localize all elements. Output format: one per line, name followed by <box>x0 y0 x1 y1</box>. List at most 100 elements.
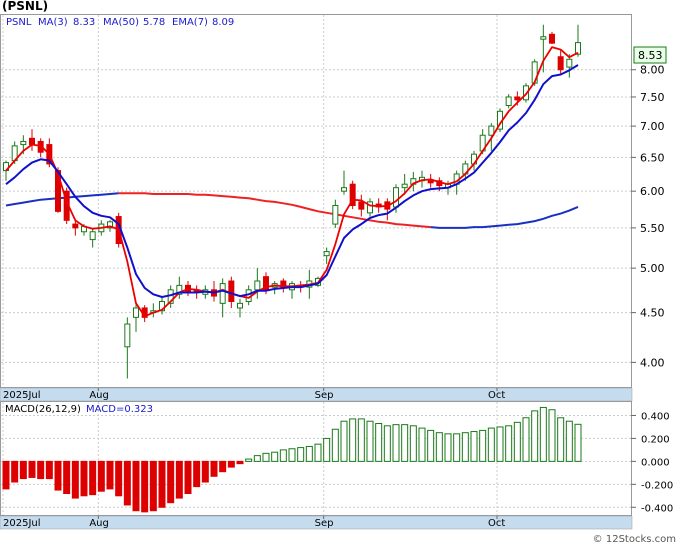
candle-body <box>393 187 399 208</box>
candle <box>549 31 555 45</box>
macd-bar <box>366 420 374 462</box>
macd-bar <box>253 455 261 462</box>
macd-bar <box>496 426 504 462</box>
candle-body <box>133 307 139 318</box>
candle-body <box>20 140 27 146</box>
candle-body <box>427 180 434 184</box>
candle-body <box>332 204 339 225</box>
price-date-label: 2025Jul <box>3 390 41 401</box>
macd-bar <box>279 449 287 462</box>
macd-bar <box>71 460 79 499</box>
price-legend: PSNL MA(3) 8.33 MA(50) 5.78 EMA(7) 8.09 <box>6 17 234 28</box>
price-tick-label: 6.50 <box>640 151 665 164</box>
macd-bar <box>80 460 88 497</box>
candle-body <box>124 323 131 348</box>
macd-bar <box>392 424 400 462</box>
macd-bar <box>505 425 513 462</box>
candle-body <box>29 137 35 146</box>
price-tick-label: 5.00 <box>640 262 665 275</box>
macd-bar <box>167 460 175 504</box>
macd-bar <box>184 460 192 494</box>
legend-ma3-label: MA(3) <box>38 17 68 28</box>
price-panel <box>0 14 632 388</box>
macd-bar <box>19 460 27 480</box>
ema7-line <box>5 64 579 298</box>
candle <box>349 180 356 210</box>
candle <box>219 278 226 318</box>
candle-body <box>176 284 183 295</box>
ma50-line <box>5 192 579 229</box>
candle <box>566 54 573 78</box>
candle <box>358 194 365 217</box>
macd-tick-label: -0.400 <box>641 503 673 514</box>
macd-bar <box>37 460 45 480</box>
macd-bar <box>158 460 166 508</box>
macd-tick-label: 0.400 <box>641 411 670 422</box>
macd-date-bar <box>0 515 633 530</box>
candle-body <box>514 96 521 101</box>
price-tick-label: 4.50 <box>640 307 665 320</box>
candle <box>505 94 512 109</box>
candle-body <box>488 125 495 136</box>
candle-body <box>349 183 356 206</box>
macd-date-label: Aug <box>89 518 109 529</box>
price-date-labels: 2025Jul Aug Sep Oct <box>3 388 505 401</box>
macd-bar <box>236 460 244 465</box>
macd-bar <box>2 460 10 490</box>
candle-body <box>107 221 113 229</box>
macd-bar <box>123 460 131 506</box>
candle <box>72 220 79 236</box>
macd-bar <box>522 417 530 462</box>
macd-bar <box>149 460 157 512</box>
macd-bar <box>323 437 331 462</box>
macd-bar <box>349 418 357 462</box>
candle-body <box>159 301 165 312</box>
candle <box>401 173 408 195</box>
macd-bar <box>427 429 435 462</box>
macd-date-label: 2025Jul <box>3 518 41 529</box>
legend-symbol: PSNL <box>6 17 32 28</box>
candle-body <box>341 187 347 192</box>
legend-ma50-label: MA(50) <box>103 17 139 28</box>
legend-ma50-value: 5.78 <box>143 17 165 28</box>
macd-bar <box>97 460 105 492</box>
macd-bar <box>375 423 383 462</box>
price-tick-label: 8.00 <box>640 64 665 77</box>
last-price-tag <box>633 46 667 64</box>
macd-legend-value: MACD=0.323 <box>86 404 153 415</box>
candle-body <box>575 42 581 55</box>
candle-body <box>72 223 79 229</box>
candle <box>367 198 373 217</box>
macd-bar <box>444 433 452 462</box>
candle <box>323 247 330 264</box>
legend-ema7-label: EMA(7) <box>172 17 208 28</box>
macd-bar <box>531 410 539 462</box>
macd-bar <box>271 451 279 462</box>
macd-bar <box>201 460 209 483</box>
watermark: © 12Stocks.com <box>593 534 676 545</box>
macd-bar <box>262 452 270 462</box>
candle <box>341 170 347 195</box>
ma50-line-segment <box>118 192 431 229</box>
macd-bar <box>297 447 305 462</box>
macd-bar <box>401 424 409 462</box>
price-date-label: Aug <box>89 390 109 401</box>
candle-body <box>228 280 235 303</box>
price-tick-label: 6.00 <box>640 185 665 198</box>
legend-ma3-value: 8.33 <box>73 17 95 28</box>
macd-bar <box>383 425 391 462</box>
macd-bar <box>418 427 426 462</box>
macd-bar <box>435 432 443 462</box>
macd-bar <box>453 433 461 462</box>
price-tick-label: 7.00 <box>640 120 665 133</box>
candle <box>228 276 235 308</box>
macd-bar <box>219 460 227 473</box>
macd-bar <box>106 460 114 490</box>
macd-date-label: Oct <box>488 518 505 529</box>
macd-bar <box>357 418 365 462</box>
price-date-label: Oct <box>488 390 505 401</box>
macd-bar <box>340 420 348 462</box>
macd-bar <box>565 420 573 462</box>
candle-body <box>540 36 547 40</box>
